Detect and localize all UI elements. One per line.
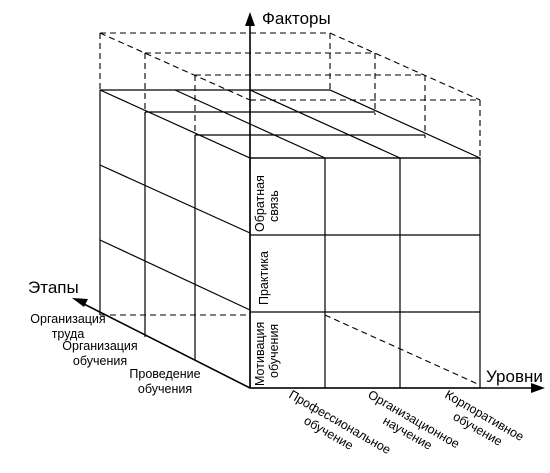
svg-text:Мотивация: Мотивация — [253, 322, 267, 386]
factor-label-feedback: Обратная связь — [253, 175, 281, 232]
svg-text:обучения: обучения — [73, 354, 127, 368]
axis-levels — [250, 383, 545, 393]
stage-label-work-organization: Организация труда — [30, 312, 105, 341]
svg-text:Проведение: Проведение — [129, 367, 200, 381]
axis-title-factors: Факторы — [262, 9, 331, 28]
svg-text:Практика: Практика — [257, 251, 271, 305]
svg-text:обучения: обучения — [267, 324, 281, 378]
stage-label-training-organization: Организация обучения — [62, 339, 137, 368]
svg-text:Организация: Организация — [30, 312, 105, 326]
svg-text:Организация: Организация — [62, 339, 137, 353]
svg-text:связь: связь — [267, 190, 281, 222]
cube-left-face — [99, 90, 251, 360]
axis-factors — [245, 12, 255, 388]
cube-front-face — [249, 157, 481, 389]
axis-stages — [72, 298, 251, 389]
factor-label-motivation: Мотивация обучения — [253, 322, 281, 386]
axis-title-levels: Уровни — [486, 367, 543, 386]
factor-label-practice: Практика — [257, 251, 271, 305]
svg-text:Обратная: Обратная — [253, 175, 267, 232]
stage-label-training-delivery: Проведение обучения — [129, 367, 200, 396]
svg-text:труда: труда — [52, 327, 85, 341]
dashed-extension — [99, 32, 481, 386]
axis-title-stages: Этапы — [28, 278, 79, 297]
svg-text:обучения: обучения — [138, 382, 192, 396]
